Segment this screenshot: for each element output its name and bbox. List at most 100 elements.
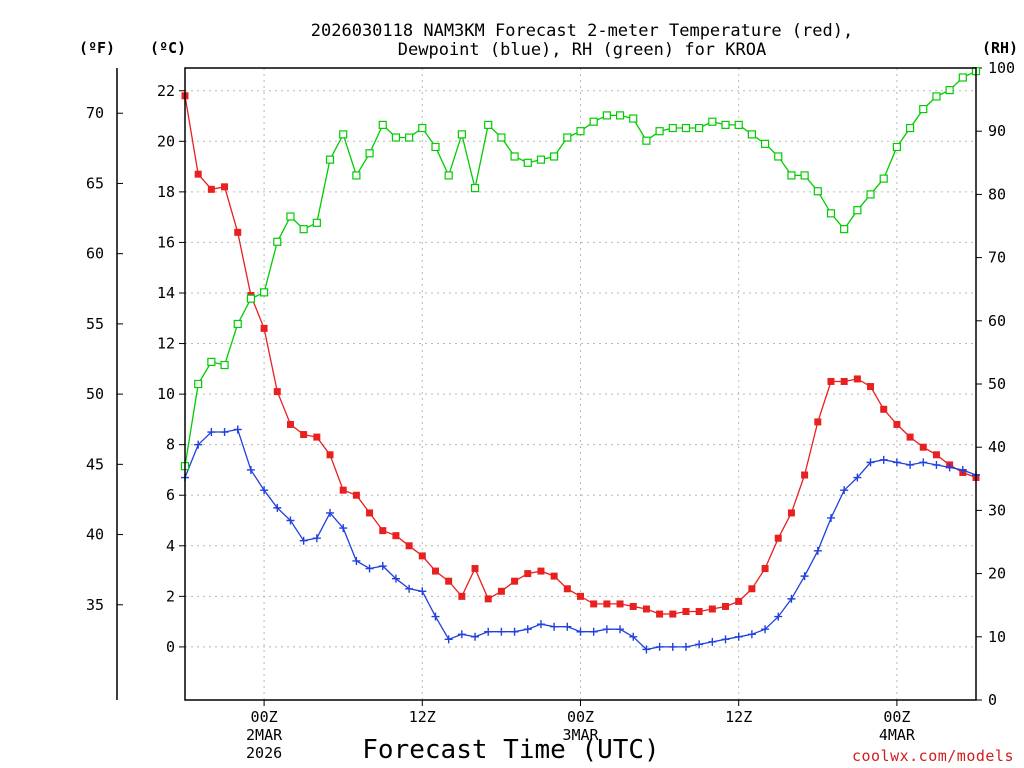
dewpoint-point [919,458,928,467]
rh-point [879,174,888,183]
temperature-point [669,610,677,618]
rh-series [180,67,981,471]
rh-point [747,130,756,139]
temperature-point [524,570,532,578]
rh-point [589,117,598,126]
rh-point [352,171,361,180]
rh-point [286,212,295,221]
fahrenheit-axis-unit: (ºF) [79,39,115,57]
temperature-point [339,486,347,494]
dewpoint-point [800,572,809,581]
rh-point [510,152,519,161]
dewpoint-point [932,460,941,469]
rh-point [220,360,229,370]
dewpoint-point [642,645,651,654]
dewpoint-point [352,556,361,565]
dewpoint-point [629,632,638,641]
temperature-point [906,433,914,441]
rh-point [563,133,572,142]
rh-point [932,92,941,101]
dewpoint-point [510,627,519,636]
series-layer [180,67,981,654]
fahrenheit-tick-label: 70 [86,104,104,122]
temperature-point [550,572,558,580]
rh-point [840,225,849,234]
dewpoint-point [655,642,664,651]
temperature-point [260,324,268,332]
temperature-point [221,183,229,191]
temperature-point [273,388,281,396]
temperature-point [234,228,242,236]
dewpoint-point [233,425,242,434]
x-axis-label: Forecast Time (UTC) [362,735,659,765]
temperature-point [787,509,795,517]
rh-tick-label: 50 [988,375,1006,393]
dewpoint-point [273,503,282,512]
rh-point [919,104,928,114]
rh-tick-label: 100 [988,59,1015,77]
rh-tick-label: 70 [988,249,1006,267]
time-tick-label: 12Z [409,708,436,726]
temperature-point [840,377,848,385]
rh-point [325,155,335,164]
fahrenheit-tick-label: 35 [86,596,104,614]
dewpoint-point [721,635,730,644]
temperature-point [194,170,202,178]
rh-point [945,86,954,95]
temperature-point [326,451,334,459]
temperature-point [207,185,215,193]
rh-point [391,133,401,142]
rh-point [576,127,585,136]
time-tick-label: 12Z [725,708,752,726]
temperature-series [181,92,980,618]
fahrenheit-tick-label: 55 [86,315,104,333]
dewpoint-point [246,465,255,474]
dewpoint-point [418,587,427,596]
temperature-point [590,600,598,608]
dewpoint-point [378,562,387,571]
temperature-point [616,600,624,608]
dewpoint-point [616,625,625,634]
rh-point [207,357,216,366]
temperature-point [629,602,637,610]
dewpoint-point [747,630,756,639]
temperature-point [642,605,650,613]
dewpoint-point [339,524,348,533]
rh-point [668,123,677,133]
dewpoint-point [892,458,901,467]
time-date-label: 4MAR [879,726,916,744]
rh-point [299,225,308,234]
time-tick-label: 00Z [883,708,910,726]
rh-tick-label: 60 [988,312,1006,330]
dewpoint-point [576,627,585,636]
temperature-point [761,565,769,573]
rh-point [444,171,453,180]
chart-title-line-1: 2026030118 NAM3KM Forecast 2-meter Tempe… [311,21,853,41]
dewpoint-point [431,612,440,621]
dewpoint-point [695,640,704,649]
rh-tick-label: 90 [988,122,1006,140]
fahrenheit-tick-label: 60 [86,245,104,263]
rh-point [642,136,651,145]
rh-point [233,319,242,329]
time-date-label: 3MAR [562,726,599,744]
temperature-point [431,567,439,575]
dewpoint-point [497,627,506,636]
celsius-axis-unit: (ºC) [150,39,186,57]
fahrenheit-tick-label: 45 [86,455,104,473]
rh-point [892,142,902,152]
dewpoint-point [668,642,677,651]
dewpoint-point [365,564,374,573]
rh-tick-label: 0 [988,691,997,709]
temperature-point [695,608,703,616]
dewpoint-point [286,516,295,525]
temperature-point [352,491,360,499]
temperature-point [458,592,466,600]
grid-layer [185,68,976,700]
celsius-tick-label: 10 [157,385,175,403]
rh-point [194,379,203,389]
temperature-point [418,552,426,560]
time-date-label: 2MAR [246,726,283,744]
rh-point [536,155,546,164]
